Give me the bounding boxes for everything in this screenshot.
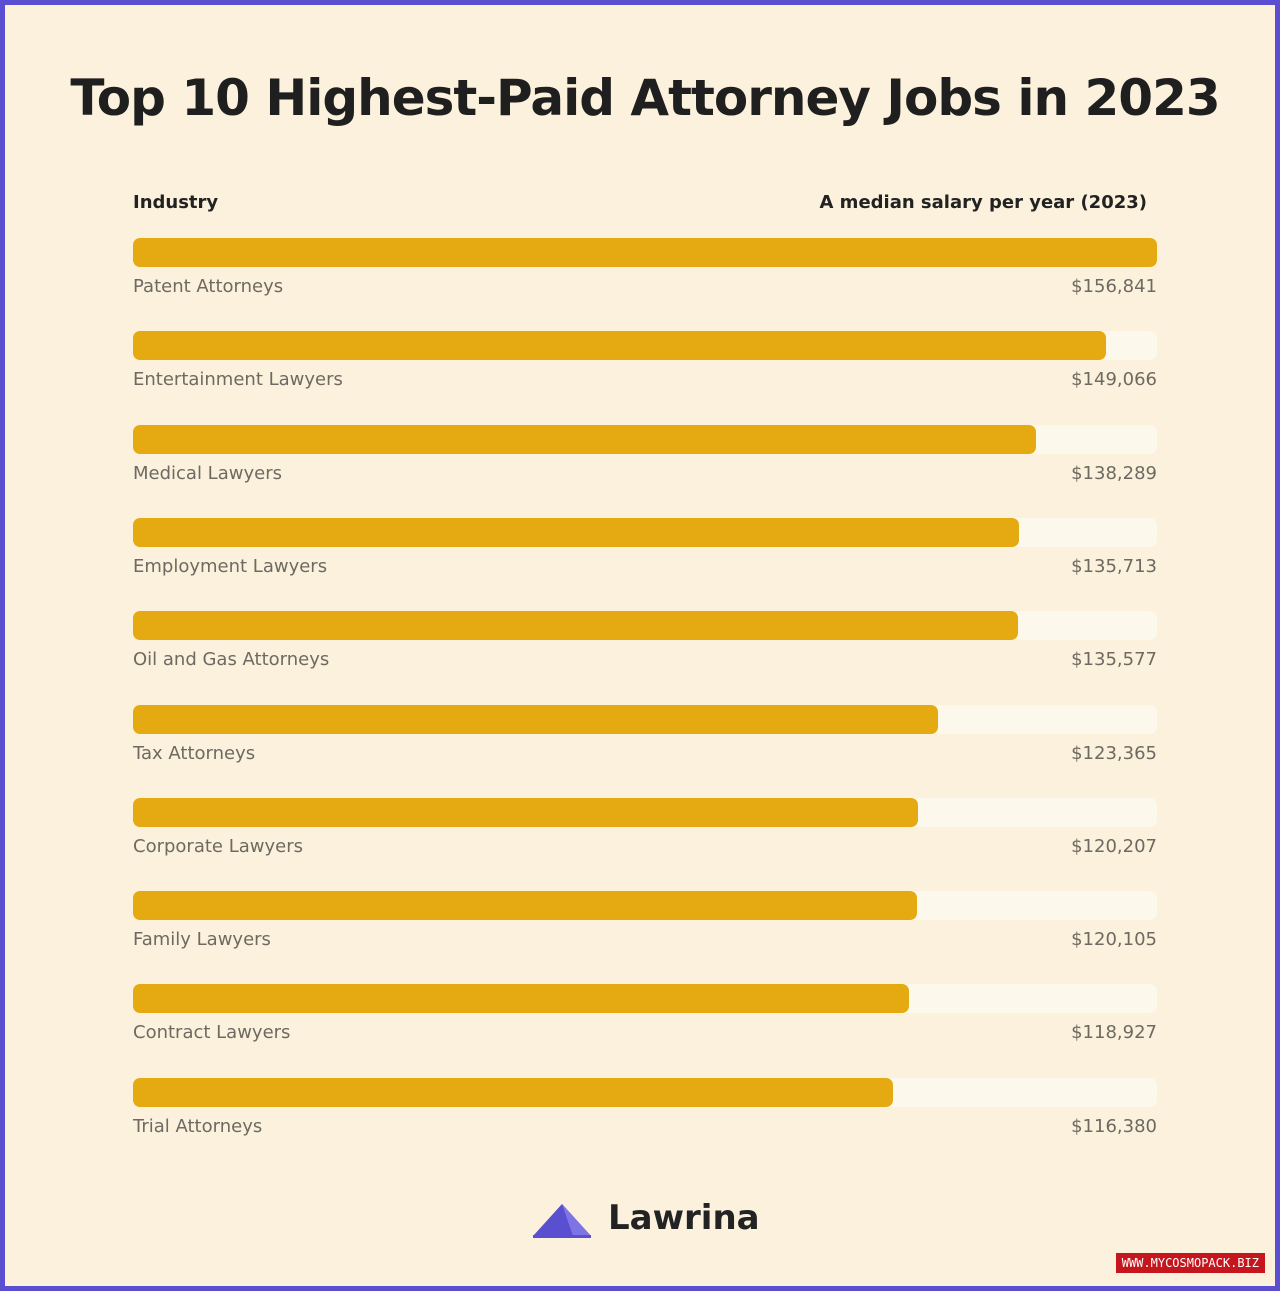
brand-name: Lawrina: [608, 1198, 760, 1238]
bar: [133, 331, 1106, 361]
value-column-header: A median salary per year (2023): [819, 192, 1147, 213]
bar-row: Medical Lawyers $138,289: [133, 424, 1157, 495]
value-label: $149,066: [1071, 369, 1157, 391]
bar: [133, 984, 909, 1014]
bar-row: Contract Lawyers $118,927: [133, 984, 1157, 1054]
category-label: Patent Attorneys: [133, 276, 284, 297]
bar-row: Trial Attorneys $116,380: [133, 1077, 1157, 1148]
bar: [133, 1077, 893, 1107]
bar-row: Family Lawyers $120,105: [133, 891, 1157, 961]
category-label: Employment Lawyers: [133, 555, 328, 577]
bar-row: Entertainment Lawyers $149,066: [133, 331, 1157, 401]
category-label: Corporate Lawyers: [133, 835, 303, 857]
value-label: $116,380: [1071, 1115, 1157, 1137]
category-column-header: Industry: [133, 192, 219, 213]
category-label: Trial Attorneys: [133, 1115, 263, 1137]
category-label: Oil and Gas Attorneys: [133, 649, 330, 671]
value-label: $120,207: [1071, 835, 1157, 857]
category-label: Entertainment Lawyers: [133, 369, 343, 391]
bar-row: Oil and Gas Attorneys $135,577: [133, 611, 1157, 681]
category-label: Family Lawyers: [133, 929, 271, 951]
bar-row: Tax Attorneys $123,365: [133, 704, 1157, 775]
value-label: $118,927: [1071, 1022, 1157, 1044]
value-label: $135,577: [1071, 649, 1157, 671]
bar: [133, 611, 1018, 641]
bar: [133, 797, 918, 827]
bar: [133, 517, 1019, 547]
category-label: Tax Attorneys: [133, 742, 256, 764]
bar: [133, 891, 917, 921]
mountain-triangle-icon: [533, 1204, 591, 1238]
bar-row: Employment Lawyers $135,713: [133, 517, 1157, 588]
bar: [133, 704, 938, 734]
bar: [133, 424, 1036, 454]
value-label: $138,289: [1071, 462, 1157, 484]
category-label: Medical Lawyers: [133, 462, 282, 484]
bar: [133, 238, 1157, 267]
value-label: $120,105: [1071, 929, 1157, 951]
watermark: WWW.MYCOSMOPACK.BIZ: [1115, 1253, 1265, 1273]
value-label: $156,841: [1071, 276, 1157, 297]
bar-row: Corporate Lawyers $120,207: [133, 797, 1157, 868]
category-label: Contract Lawyers: [133, 1022, 291, 1044]
value-label: $123,365: [1071, 742, 1157, 764]
bar-row: Patent Attorneys $156,841: [133, 238, 1157, 308]
chart-title: Top 10 Highest-Paid Attorney Jobs in 202…: [70, 69, 1220, 127]
value-label: $135,713: [1071, 555, 1157, 577]
